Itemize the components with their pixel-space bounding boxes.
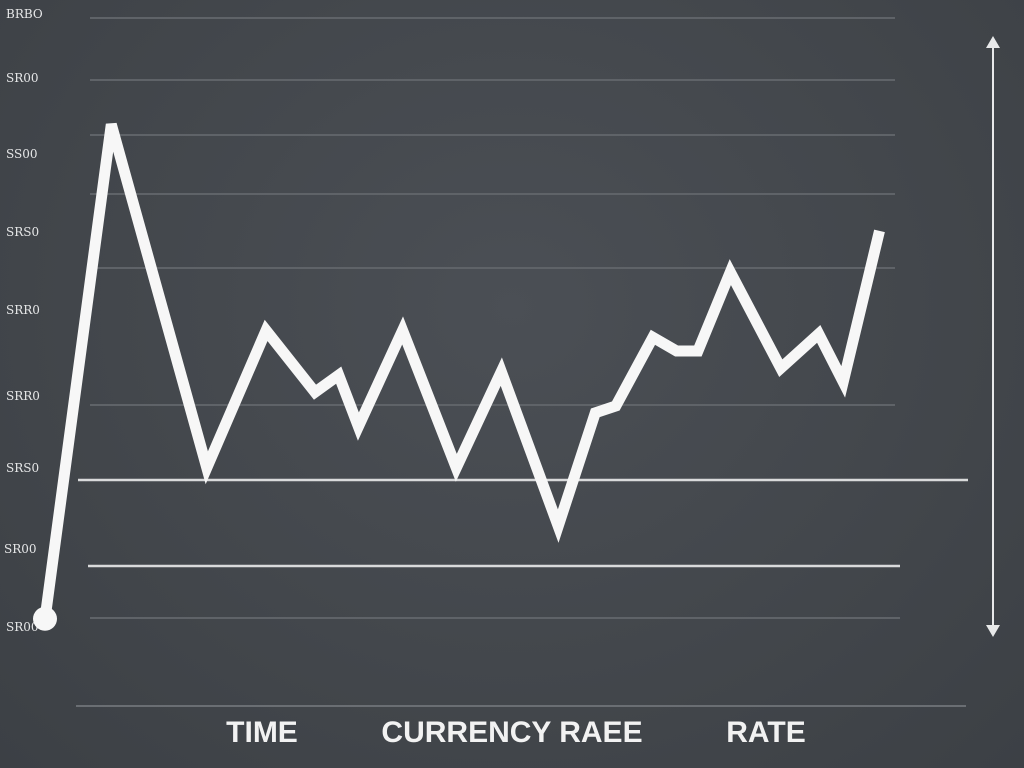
gridlines [90, 17, 900, 619]
x-label-rate: RATE [726, 716, 805, 749]
y-tick-label: SRS0 [6, 225, 39, 239]
y-tick-label: SRR0 [6, 389, 40, 403]
x-label-currency-raee: CURRENCY RAEE [381, 716, 642, 749]
x-label-time: TIME [226, 716, 298, 749]
y-tick-label: SR00 [6, 620, 39, 634]
y-tick-labels: BRBO SR00 SS00 SRS0 SRR0 SRR0 SRS0 SR00 SR00 [4, 7, 43, 634]
series-layer [33, 122, 885, 631]
y-tick-label: SR00 [4, 542, 37, 556]
y-tick-label: SRS0 [6, 461, 39, 475]
right-arrow-axis [986, 36, 1000, 637]
series-line [39, 122, 885, 620]
y-tick-label: SS00 [6, 147, 38, 161]
y-tick-label: SR00 [6, 71, 39, 85]
series-start-point [33, 606, 57, 631]
y-tick-label: BRBO [6, 7, 43, 21]
arrow-down-icon [986, 625, 1000, 637]
y-tick-label: SRR0 [6, 303, 40, 317]
x-axis-labels: TIME CURRENCY RAEE RATE [226, 716, 806, 749]
arrow-up-icon [986, 36, 1000, 48]
reference-lines [78, 478, 968, 568]
